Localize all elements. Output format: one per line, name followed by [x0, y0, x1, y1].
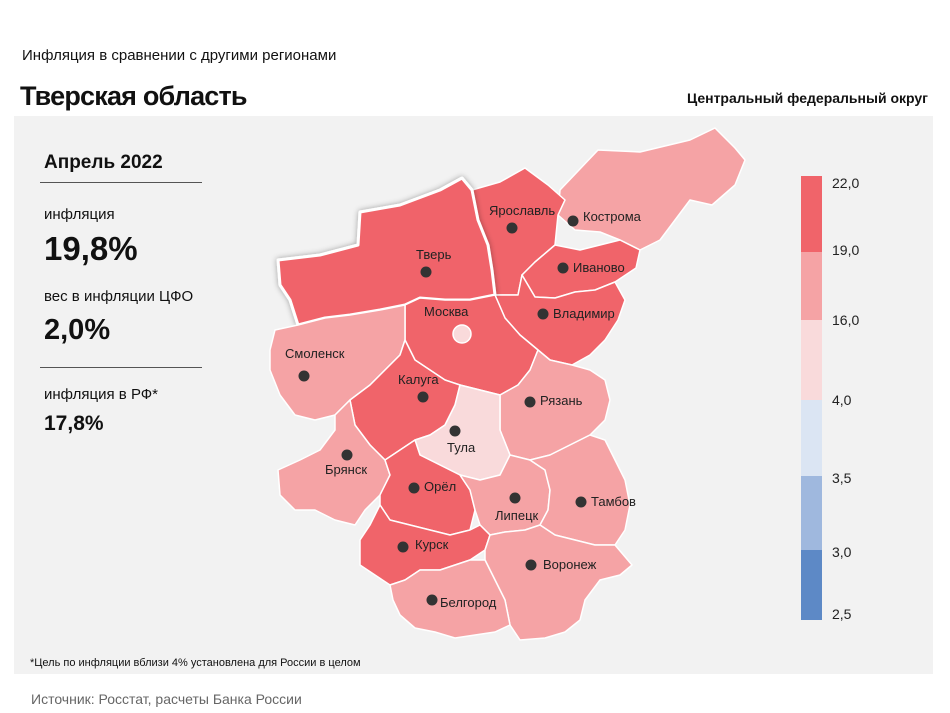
city-marker[interactable]: [426, 594, 438, 606]
city-label: Тверь: [416, 247, 452, 262]
rf-inflation-value: 17,8%: [44, 412, 104, 435]
weight-label: вес в инфляции ЦФО: [44, 288, 194, 305]
district-name: Центральный федеральный округ: [686, 90, 928, 106]
city-marker[interactable]: [506, 222, 518, 234]
inflation-label: инфляция: [44, 206, 115, 223]
city-marker[interactable]: [524, 396, 536, 408]
color-legend: [801, 176, 822, 620]
city-marker[interactable]: [449, 425, 461, 437]
city-marker[interactable]: [408, 482, 420, 494]
month-label: Апрель 2022: [44, 152, 163, 173]
legend-tick-label: 16,0: [832, 312, 859, 328]
inflation-value: 19,8%: [44, 230, 138, 267]
divider: [40, 182, 202, 183]
city-marker[interactable]: [557, 262, 569, 274]
city-marker[interactable]: [567, 215, 579, 227]
city-marker[interactable]: [417, 391, 429, 403]
region-tambov[interactable]: [529, 434, 631, 546]
page-subtitle: Инфляция в сравнении с другими регионами: [22, 47, 337, 64]
city-label: Воронеж: [543, 557, 597, 572]
city-label: Рязань: [540, 393, 583, 408]
city-label: Кострома: [583, 209, 642, 224]
legend-tick-label: 3,5: [832, 470, 852, 486]
source-note: Источник: Росстат, расчеты Банка России: [31, 691, 302, 707]
city-label: Белгород: [440, 595, 497, 610]
city-marker[interactable]: [537, 308, 549, 320]
city-label: Иваново: [573, 260, 625, 275]
page-title: Тверская область: [20, 81, 248, 111]
city-label: Орёл: [424, 479, 456, 494]
info-panel: Апрель 2022 инфляция 19,8% вес в инфляци…: [14, 116, 224, 446]
city-marker[interactable]: [452, 324, 472, 344]
city-marker[interactable]: [298, 370, 310, 382]
city-label: Курск: [415, 537, 449, 552]
region-belgorod[interactable]: [389, 559, 511, 639]
city-marker[interactable]: [509, 492, 521, 504]
city-label: Брянск: [325, 462, 367, 477]
city-marker[interactable]: [341, 449, 353, 461]
city-marker[interactable]: [525, 559, 537, 571]
city-marker[interactable]: [575, 496, 587, 508]
city-label: Смоленск: [285, 346, 345, 361]
city-label: Владимир: [553, 306, 615, 321]
legend-tick-label: 4,0: [832, 392, 852, 408]
city-label: Ярославль: [489, 203, 555, 218]
city-label: Липецк: [495, 508, 539, 523]
city-label: Калуга: [398, 372, 439, 387]
divider: [40, 367, 202, 368]
legend-tick-label: 19,0: [832, 242, 859, 258]
legend-tick-label: 22,0: [832, 175, 859, 191]
city-marker[interactable]: [420, 266, 432, 278]
legend-tick-label: 2,5: [832, 606, 852, 622]
rf-inflation-label: инфляция в РФ*: [44, 386, 159, 403]
city-marker[interactable]: [397, 541, 409, 553]
city-label: Москва: [424, 304, 469, 319]
legend-tick-label: 3,0: [832, 544, 852, 560]
city-label: Тамбов: [591, 494, 636, 509]
region-kostroma[interactable]: [557, 127, 746, 251]
city-label: Тула: [447, 440, 476, 455]
weight-value: 2,0%: [44, 314, 111, 346]
footnote: *Цель по инфляции вблизи 4% установлена …: [30, 657, 361, 669]
